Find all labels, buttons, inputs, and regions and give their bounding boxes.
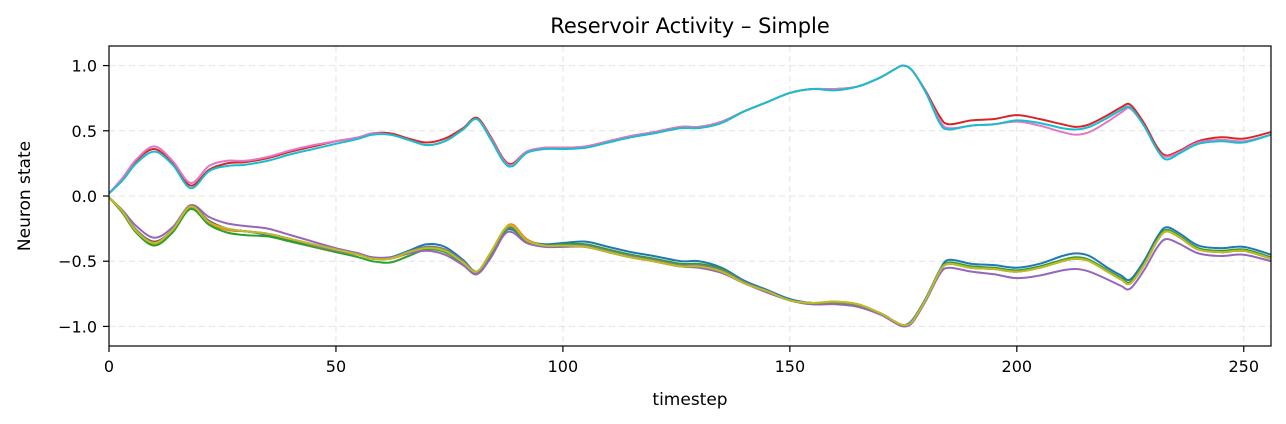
y-axis: −1.0 −0.5 0.0 0.5 1.0 — [58, 57, 109, 336]
chart-title: Reservoir Activity – Simple — [550, 14, 830, 38]
x-tick-label: 200 — [1002, 357, 1033, 376]
x-tick-label: 100 — [548, 357, 579, 376]
y-tick-label: −0.5 — [58, 252, 97, 271]
series-line-6 — [109, 64, 1271, 195]
series-line-3 — [109, 64, 1271, 195]
grid — [108, 46, 1271, 346]
x-axis-label: timestep — [652, 390, 727, 410]
series-line-9 — [109, 64, 1271, 195]
x-tick-label: 0 — [104, 357, 114, 376]
series-line-8 — [109, 196, 1271, 327]
series-line-4 — [109, 196, 1271, 328]
y-tick-label: 0.5 — [72, 122, 97, 141]
x-tick-label: 250 — [1228, 357, 1259, 376]
y-tick-label: 1.0 — [72, 57, 97, 76]
x-tick-label: 50 — [326, 357, 346, 376]
series-line-2 — [109, 196, 1271, 327]
y-tick-label: −1.0 — [58, 317, 97, 336]
x-tick-label: 150 — [775, 357, 806, 376]
x-axis: 0 50 100 150 200 250 — [104, 346, 1259, 376]
y-tick-label: 0.0 — [72, 187, 97, 206]
series-layer — [109, 64, 1271, 328]
y-axis-label: Neuron state — [15, 141, 35, 251]
